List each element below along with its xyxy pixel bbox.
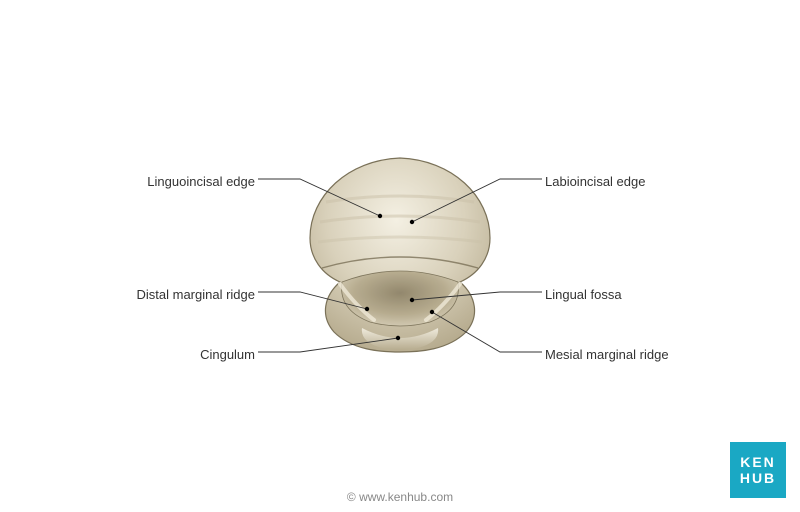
label-labioincisal: Labioincisal edge	[545, 175, 645, 188]
label-lingual_fossa: Lingual fossa	[545, 288, 622, 301]
diagram-stage: © www.kenhub.com KEN HUB Linguoincisal e…	[0, 0, 800, 512]
label-distal_marginal: Distal marginal ridge	[137, 288, 256, 301]
brand-logo: KEN HUB	[730, 442, 786, 498]
credit-text: © www.kenhub.com	[347, 490, 453, 504]
tooth-illustration	[0, 0, 800, 512]
brand-logo-line2: HUB	[740, 470, 776, 486]
label-cingulum: Cingulum	[200, 348, 255, 361]
brand-logo-line1: KEN	[740, 454, 776, 470]
label-linguoincisal: Linguoincisal edge	[147, 175, 255, 188]
label-mesial_marginal: Mesial marginal ridge	[545, 348, 669, 361]
